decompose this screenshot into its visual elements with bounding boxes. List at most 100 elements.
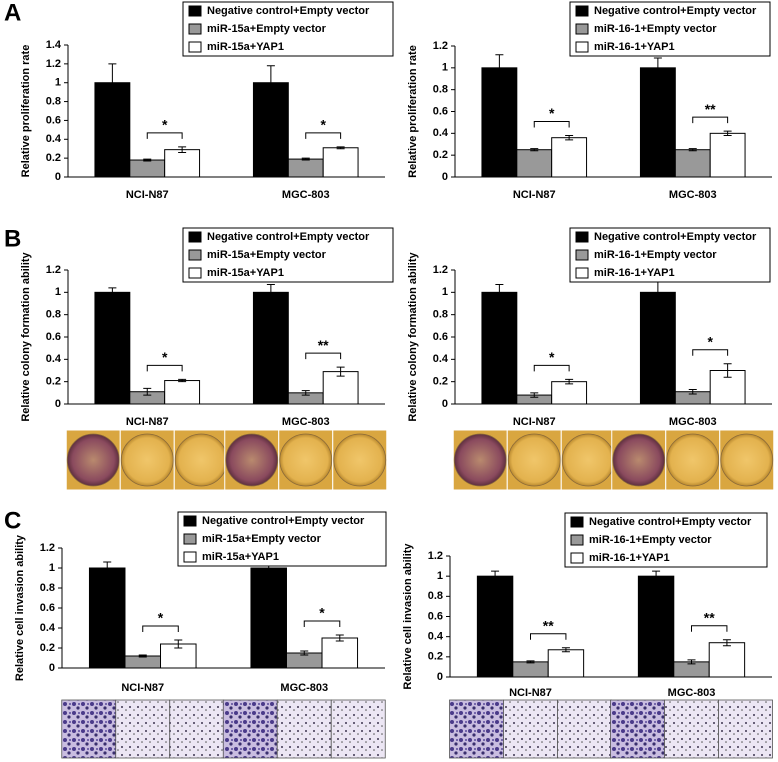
bar bbox=[709, 132, 746, 178]
error-bar bbox=[491, 570, 500, 582]
colony-plate bbox=[507, 433, 561, 487]
error-bar bbox=[266, 65, 275, 101]
bar bbox=[252, 291, 289, 405]
y-tick-label: 0.6 bbox=[46, 331, 61, 343]
y-tick-label: 0 bbox=[442, 398, 448, 410]
error-bar bbox=[688, 148, 697, 152]
x-tick-label: NCI-N87 bbox=[509, 687, 552, 699]
significance-bracket bbox=[305, 132, 342, 139]
y-tick-label: 1.2 bbox=[428, 550, 443, 562]
legend-label: miR-15a+YAP1 bbox=[207, 267, 284, 279]
y-tick-label: 0.8 bbox=[428, 590, 443, 602]
x-tick-label: MGC-803 bbox=[669, 189, 717, 201]
error-bar bbox=[565, 135, 574, 141]
y-axis-label: Relative colony formation ability bbox=[407, 251, 419, 421]
bar bbox=[250, 567, 287, 669]
invasion-photo bbox=[330, 699, 386, 759]
y-tick-label: 0.8 bbox=[46, 309, 61, 321]
legend-swatch bbox=[188, 23, 202, 35]
y-tick-label: 1 bbox=[442, 62, 448, 74]
error-bar bbox=[178, 378, 187, 383]
legend-box bbox=[182, 1, 394, 57]
legend-swatch bbox=[570, 516, 584, 528]
y-tick-label: 0.2 bbox=[46, 376, 61, 388]
significance-label: * bbox=[320, 117, 326, 133]
legend-swatch bbox=[188, 5, 202, 17]
y-tick-label: 0.8 bbox=[40, 582, 55, 594]
x-tick-label: NCI-N87 bbox=[126, 189, 169, 201]
y-tick-label: 0 bbox=[442, 171, 448, 183]
panel-label: C bbox=[4, 507, 21, 534]
significance-bracket bbox=[530, 633, 567, 640]
significance-label: * bbox=[319, 605, 325, 621]
legend-label: Negative control+Empty vector bbox=[594, 231, 757, 243]
y-tick-label: 0.2 bbox=[433, 376, 448, 388]
colony-plate bbox=[279, 433, 333, 487]
error-bar bbox=[138, 654, 147, 658]
significance-label: ** bbox=[704, 609, 715, 625]
invasion-photo bbox=[61, 699, 117, 759]
error-bar bbox=[108, 287, 117, 298]
error-bar bbox=[723, 130, 732, 137]
y-axis-label: Relative cell invasion ability bbox=[402, 543, 414, 690]
x-tick-label: MGC-803 bbox=[668, 687, 716, 699]
legend-label: miR-16-1+Empty vector bbox=[589, 534, 712, 546]
panel-label: A bbox=[4, 0, 21, 26]
error-bar bbox=[687, 659, 696, 665]
legend-swatch bbox=[570, 534, 584, 546]
legend-box bbox=[569, 227, 771, 283]
y-axis-label: Relative proliferation rate bbox=[20, 45, 32, 178]
bar bbox=[481, 291, 518, 405]
y-tick-label: 1.2 bbox=[433, 264, 448, 276]
error-bar bbox=[178, 146, 187, 153]
y-tick-label: 0.2 bbox=[433, 149, 448, 161]
legend-swatch bbox=[575, 267, 589, 279]
y-tick-label: 0.6 bbox=[433, 105, 448, 117]
error-bar bbox=[266, 284, 275, 301]
legend-label: Negative control+Empty vector bbox=[589, 516, 752, 528]
y-tick-label: 0.6 bbox=[46, 114, 61, 126]
significance-label: * bbox=[162, 349, 168, 365]
error-bar bbox=[495, 284, 504, 301]
y-tick-label: 1.2 bbox=[46, 58, 61, 70]
error-bar bbox=[652, 570, 661, 582]
significance-bracket bbox=[533, 364, 570, 372]
y-tick-label: 0.4 bbox=[433, 353, 449, 365]
x-tick-label: MGC-803 bbox=[282, 416, 330, 428]
bar bbox=[639, 291, 676, 405]
y-axis-label: Relative colony formation ability bbox=[20, 251, 32, 421]
bar bbox=[551, 137, 588, 178]
y-tick-label: 1 bbox=[442, 286, 448, 298]
bar bbox=[160, 643, 197, 669]
colony-plate bbox=[66, 433, 120, 487]
bar bbox=[516, 149, 553, 178]
colony-plate bbox=[666, 433, 720, 487]
colony-plate bbox=[720, 433, 774, 487]
invasion-photo bbox=[169, 699, 225, 759]
bar bbox=[708, 642, 746, 678]
significance-bracket bbox=[146, 132, 183, 139]
y-tick-label: 1.2 bbox=[46, 264, 61, 276]
significance-bracket bbox=[146, 364, 183, 372]
legend-swatch bbox=[575, 5, 589, 17]
y-axis-label: Relative proliferation rate bbox=[407, 45, 419, 178]
error-bar bbox=[722, 639, 731, 647]
legend-swatch bbox=[183, 533, 197, 545]
y-tick-label: 0.4 bbox=[433, 127, 449, 139]
error-bar bbox=[723, 363, 732, 378]
invasion-photo bbox=[718, 699, 773, 759]
colony-plate bbox=[225, 433, 279, 487]
y-tick-label: 0.4 bbox=[46, 133, 62, 145]
legend-label: miR-15a+Empty vector bbox=[202, 533, 322, 545]
y-tick-label: 0.2 bbox=[46, 152, 61, 164]
y-tick-label: 0.8 bbox=[433, 84, 448, 96]
significance-bracket bbox=[305, 352, 342, 360]
invasion-photo bbox=[557, 699, 612, 759]
significance-bracket bbox=[533, 121, 570, 128]
invasion-photo bbox=[664, 699, 719, 759]
significance-bracket bbox=[692, 349, 729, 356]
legend-swatch bbox=[575, 249, 589, 261]
legend-label: Negative control+Empty vector bbox=[202, 515, 365, 527]
significance-label: * bbox=[549, 349, 555, 365]
